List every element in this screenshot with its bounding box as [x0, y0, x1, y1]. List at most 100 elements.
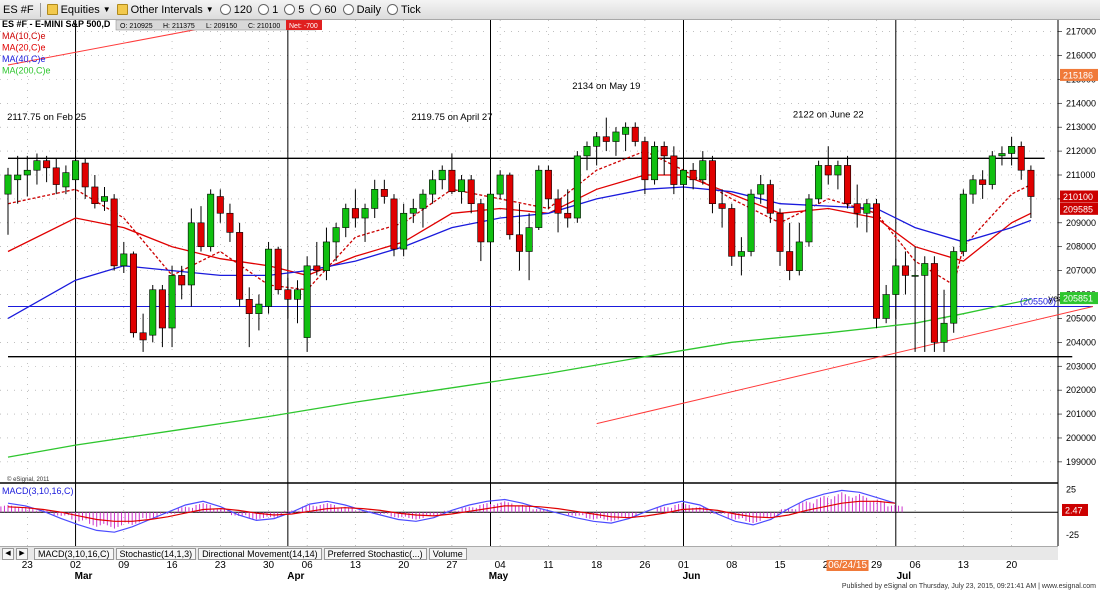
interval-5-button[interactable]: 5 — [281, 1, 307, 18]
candle-body — [853, 203, 861, 214]
interval-label: 60 — [324, 3, 337, 16]
clock-icon — [310, 4, 322, 15]
candle-body — [718, 203, 726, 209]
date-tick-label: 15 — [774, 560, 786, 571]
toolbar: ES #F Equities ▼ Other Intervals ▼ 120 1… — [0, 0, 1100, 20]
net-change-badge — [286, 20, 322, 30]
candle-body — [448, 169, 456, 193]
interval-1-button[interactable]: 1 — [255, 1, 281, 18]
candle-body — [535, 169, 543, 228]
candle-body — [660, 146, 668, 157]
candle-body — [351, 208, 359, 219]
candle-body — [564, 212, 572, 219]
tab-directional-movement[interactable]: Directional Movement(14,14) — [198, 547, 322, 560]
candle-body — [901, 265, 909, 276]
candle-body — [737, 251, 745, 257]
date-tick-label: 23 — [214, 560, 226, 571]
candle-body — [776, 212, 784, 252]
candle-body — [583, 146, 591, 157]
candle-body — [554, 198, 562, 214]
chart-title: ES #F - E-MINI S&P 500,D — [2, 20, 111, 29]
candle-body — [265, 248, 273, 307]
toolbar-separator — [39, 2, 41, 17]
macd-label: MACD(3,10,16,C) — [2, 486, 74, 496]
candle-body — [544, 169, 552, 200]
price-tick-label: 216000 — [1066, 50, 1096, 60]
candle-body — [313, 265, 321, 271]
macd-panel: MACD(3,10,16,C) 25 -25 2.47 — [0, 485, 1088, 540]
price-badge — [1060, 202, 1098, 215]
date-tick-label: 06 — [909, 560, 921, 571]
candle-body — [14, 174, 22, 181]
candle-body — [236, 232, 244, 300]
date-tick-label: 08 — [726, 560, 738, 571]
price-badge — [1060, 190, 1098, 203]
chart-header: ES #F - E-MINI S&P 500,D O: 210925 H: 21… — [2, 20, 322, 31]
candle-body — [419, 193, 427, 209]
candle-body — [91, 186, 99, 204]
tab-preferred-stochastic[interactable]: Preferred Stochastic(...) — [323, 547, 427, 560]
month-label: May — [488, 571, 509, 582]
moving-average-line — [7, 186, 1032, 319]
candle-body — [679, 169, 687, 185]
macd-tick-label: -25 — [1066, 530, 1079, 540]
tab-next-button[interactable]: ▶ — [16, 547, 28, 560]
date-tick-label: 29 — [870, 560, 883, 571]
interval-60-button[interactable]: 60 — [307, 1, 339, 18]
candle-body — [930, 263, 938, 343]
price-tick-label: 217000 — [1066, 27, 1096, 37]
date-tick-label: 01 — [677, 560, 690, 571]
month-label: Apr — [287, 571, 305, 582]
other-intervals-menu[interactable]: Other Intervals ▼ — [114, 1, 217, 18]
candle-body — [969, 179, 977, 195]
candle-body — [747, 193, 755, 252]
tab-stochastic[interactable]: Stochastic(14,1,3) — [115, 547, 197, 560]
candle-body — [303, 265, 311, 338]
candle-body — [168, 275, 176, 329]
price-tick-label: 205000 — [1066, 313, 1096, 323]
price-badge-label: 209585 — [1063, 204, 1093, 214]
candle-body — [62, 172, 70, 188]
tab-macd[interactable]: MACD(3,10,16,C) — [34, 547, 114, 560]
candle-body — [72, 160, 80, 181]
candle-body — [342, 208, 350, 228]
tab-prev-button[interactable]: ◀ — [2, 547, 14, 560]
price-tick-label: 213000 — [1066, 122, 1096, 132]
date-tick-label: 23 — [21, 560, 33, 571]
interval-tick-button[interactable]: Tick — [384, 1, 424, 18]
macd-tick-label: 25 — [1066, 485, 1076, 495]
price-chart[interactable]: 2117.75 on Feb 25 2119.75 on April 27 2134… — [0, 20, 1100, 546]
candle-body — [998, 153, 1006, 157]
price-tick-label: 201000 — [1066, 409, 1096, 419]
equities-menu[interactable]: Equities ▼ — [44, 1, 114, 18]
price-badge — [1060, 68, 1098, 81]
candle-body — [863, 203, 871, 214]
legend-entry: MA(200,C)e — [2, 66, 51, 76]
candle-body — [641, 141, 649, 181]
symbol-box[interactable]: ES #F — [0, 1, 37, 18]
candle-body — [921, 263, 929, 276]
price-badge-label: 210100 — [1063, 192, 1093, 202]
candle-body — [390, 198, 398, 250]
price-tick-label: 208000 — [1066, 242, 1096, 252]
date-tick-label: 30 — [262, 560, 275, 571]
price-tick-label: 204000 — [1066, 337, 1096, 347]
candle-body — [274, 248, 282, 291]
date-tick-label: 11 — [543, 560, 554, 571]
candle-body — [101, 196, 109, 202]
esignal-logo: © eSignal, 2011 — [7, 477, 50, 483]
other-intervals-label: Other Intervals — [130, 3, 203, 16]
interval-daily-button[interactable]: Daily — [340, 1, 384, 18]
price-tick-label: 211000 — [1066, 170, 1095, 180]
candle-body — [506, 174, 514, 236]
date-axis: 2302091623300613202704111826010815222906… — [0, 560, 1058, 584]
candle-body — [23, 169, 31, 176]
date-tick-label: 06 — [301, 560, 313, 571]
clock-icon — [284, 4, 296, 15]
candle-body — [1027, 169, 1035, 197]
interval-120-button[interactable]: 120 — [217, 1, 255, 18]
candle-body — [689, 169, 697, 181]
candle-body — [515, 234, 523, 252]
candle-body — [129, 253, 137, 334]
tab-volume[interactable]: Volume — [428, 547, 467, 560]
